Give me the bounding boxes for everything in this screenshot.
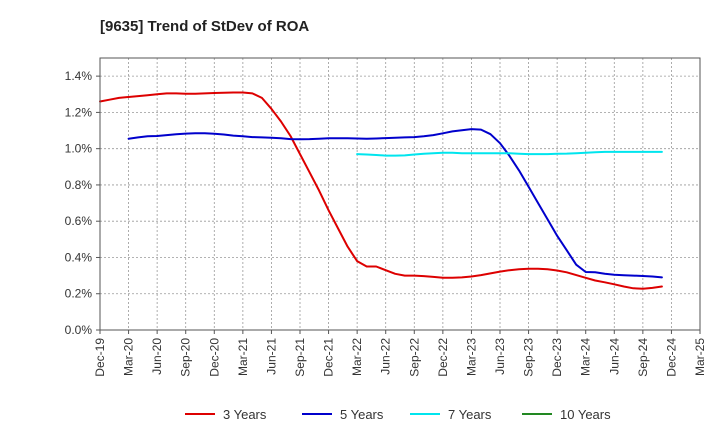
legend-label: 5 Years	[340, 407, 384, 422]
y-tick-label: 0.6%	[65, 214, 93, 228]
axes: 0.0% 0.2% 0.4% 0.6% 0.8% 1.0% 1.2% 1.4% Dec-19 Ma…	[65, 57, 707, 377]
legend-label: 7 Years	[448, 407, 492, 422]
x-tick-label: Sep-24	[636, 338, 650, 377]
y-tick-label: 0.4%	[65, 250, 93, 264]
y-tick-label: 0.8%	[65, 178, 93, 192]
series-line-7-years	[356, 150, 663, 157]
y-tick-label: 1.0%	[65, 142, 93, 156]
x-tick-label: Mar-20	[122, 338, 136, 376]
y-tick-label: 1.4%	[65, 69, 93, 83]
x-tick-label: Dec-20	[207, 338, 221, 377]
x-tick-label: Dec-21	[322, 338, 336, 377]
x-tick-label: Mar-22	[350, 338, 364, 376]
legend-label: 10 Years	[560, 407, 611, 422]
plot-background	[100, 58, 700, 330]
x-tick-label: Mar-23	[464, 338, 478, 376]
x-tick-label: Dec-19	[93, 338, 107, 377]
legend-item-7-years: 7 Years	[410, 407, 492, 422]
plot-area	[100, 58, 700, 330]
x-tick-label: Mar-25	[693, 338, 707, 376]
legend-item-10-years: 10 Years	[522, 407, 611, 422]
legend-item-3-years: 3 Years	[185, 407, 267, 422]
plot-frame	[99, 57, 701, 331]
y-tick-label: 0.2%	[65, 287, 93, 301]
series-line-3-years	[99, 91, 663, 290]
x-tick-label: Dec-24	[664, 338, 678, 377]
chart-title: [9635] Trend of StDev of ROA	[100, 18, 309, 35]
x-tick-label: Sep-23	[522, 338, 536, 377]
x-tick-label: Dec-23	[550, 338, 564, 377]
x-tick-label: Mar-24	[579, 338, 593, 376]
series-layer	[99, 91, 663, 290]
x-tick-label: Sep-21	[293, 338, 307, 377]
legend-item-5-years: 5 Years	[302, 407, 384, 422]
x-tick-label: Jun-24	[607, 338, 621, 375]
grid	[100, 58, 700, 330]
x-tick-label: Sep-22	[407, 338, 421, 377]
y-tick-label: 0.0%	[65, 323, 93, 337]
y-tick-label: 1.2%	[65, 105, 93, 119]
x-tick-label: Sep-20	[179, 338, 193, 377]
legend: 3 Years 5 Years 7 Years 10 Years	[185, 407, 611, 422]
x-tick-label: Jun-22	[379, 338, 393, 375]
x-tick-label: Mar-21	[236, 338, 250, 376]
x-tick-label: Jun-20	[150, 338, 164, 375]
legend-label: 3 Years	[223, 407, 267, 422]
x-tick-label: Jun-21	[264, 338, 278, 375]
x-tick-label: Jun-23	[493, 338, 507, 375]
series-line-5-years	[127, 128, 663, 279]
x-tick-label: Dec-22	[436, 338, 450, 377]
